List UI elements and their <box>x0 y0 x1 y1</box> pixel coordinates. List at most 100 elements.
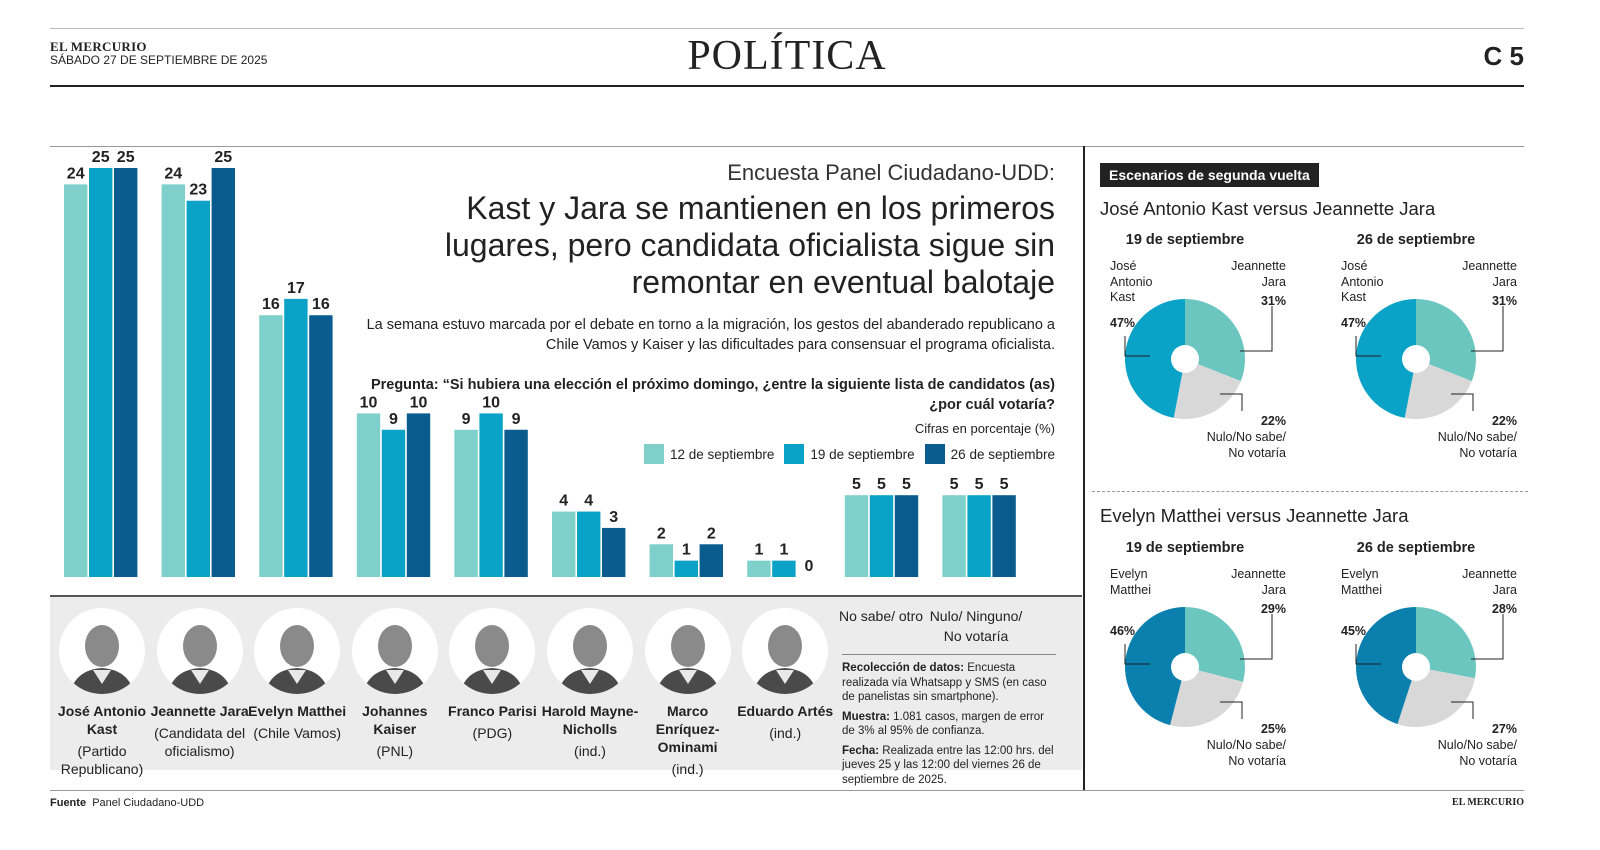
source-label: Fuente <box>50 797 87 809</box>
candidate-portrait <box>644 608 731 694</box>
person-silhouette-icon <box>557 625 623 694</box>
bar-group: 24 25 25 <box>64 149 138 578</box>
collection-text: Encuesta realizada vía Whatsapp y SMS (e… <box>842 662 1047 703</box>
bar-group: 24 23 25 <box>161 149 235 578</box>
leader-line-right <box>1240 306 1273 352</box>
pie-left-pct: 46% <box>1110 624 1136 638</box>
bar-value-label: 23 <box>189 182 207 199</box>
pie-slice <box>1416 299 1476 382</box>
pie-right-pct: 31% <box>1491 294 1517 308</box>
pie-right-name: Jeannette Jara <box>1462 567 1517 597</box>
bar <box>186 200 210 577</box>
bar-value-label: 5 <box>950 476 959 493</box>
candidate-party: (Candidata del oficialismo) <box>154 725 246 759</box>
bar <box>284 298 308 577</box>
category-label-no-sabe: No sabe/ otro <box>838 608 924 624</box>
candidate-portrait <box>351 608 438 694</box>
pie-slice <box>1124 299 1185 418</box>
candidate-portrait <box>547 608 633 694</box>
pie-left-pct: 47% <box>1341 316 1367 330</box>
bar-value-label: 4 <box>584 493 593 510</box>
legend-swatch <box>784 444 805 464</box>
bar <box>699 544 723 577</box>
person-silhouette-icon <box>265 625 330 694</box>
bar-value-label: 25 <box>117 149 135 166</box>
legend-item: 26 de septiembre <box>924 444 1055 464</box>
pie-bottom-pct: 22% <box>1491 414 1517 428</box>
candidate-portrait <box>156 608 243 694</box>
bar <box>504 429 528 577</box>
pie-bottom-name: Nulo/No sabe/ No votaría <box>1437 738 1517 768</box>
person-silhouette-icon <box>753 625 818 694</box>
candidate-party: (ind.) <box>671 761 704 777</box>
bar <box>406 413 431 577</box>
bar-value-label: 2 <box>657 525 666 542</box>
bar-value-label: 25 <box>214 149 232 166</box>
bar <box>844 495 869 577</box>
candidate-card: Jeannette Jara (Candidata del oficialismo… <box>150 596 250 760</box>
candidates-panel: José Antonio Kast (Partido Republicano) Je… <box>50 596 1082 786</box>
matchup-title-kast-jara: José Antonio Kast versus Jeannette Jara <box>1100 198 1436 219</box>
panel-divider <box>1092 491 1528 492</box>
candidate-party: (ind.) <box>574 743 606 759</box>
pie-bottom-name: Nulo/No sabe/ No votaría <box>1206 738 1286 768</box>
leader-line-left <box>1355 336 1381 357</box>
bar-value-label: 24 <box>164 165 182 182</box>
bar-value-label: 5 <box>975 476 984 493</box>
leader-line-bottom <box>1220 701 1243 719</box>
source-text: Panel Ciudadano-UDD <box>92 797 205 809</box>
bar <box>211 168 235 577</box>
candidate-card: Eduardo Artés (ind.) <box>735 596 835 742</box>
bar <box>161 184 185 578</box>
bar-value-label: 9 <box>462 411 471 428</box>
bar-value-label: 1 <box>754 542 763 559</box>
bar-value-label: 10 <box>360 394 378 411</box>
person-silhouette-icon <box>655 625 720 694</box>
date-label: Fecha: <box>842 744 880 757</box>
pie-date: 19 de septiembre <box>1125 232 1245 248</box>
candidate-party: (PNL) <box>376 743 414 759</box>
legend-label: 12 de septiembre <box>670 446 775 462</box>
bar <box>747 560 771 577</box>
top-rule <box>50 146 1524 147</box>
pie-left-name: Evelyn Matthei <box>1110 567 1151 597</box>
paper-date: SÁBADO 27 DE SEPTIEMBRE DE 2025 <box>50 53 268 67</box>
pie-date: 26 de septiembre <box>1356 232 1476 248</box>
date-text: Realizada entre las 12:00 hrs. del jueve… <box>842 744 1054 786</box>
pie-date: 26 de septiembre <box>1356 540 1476 556</box>
bar-value-label: 25 <box>92 149 110 166</box>
leader-line-bottom <box>1451 701 1474 719</box>
pie-right-pct: 31% <box>1260 294 1286 308</box>
pie-bottom-pct: 25% <box>1260 722 1286 736</box>
survey-question: Pregunta: “Si hubiera una elección el pr… <box>370 377 1055 413</box>
bar-value-label: 9 <box>512 411 521 428</box>
candidate-portrait <box>742 608 829 694</box>
bar <box>309 315 333 577</box>
scenarios-badge: Escenarios de segunda vuelta <box>1100 163 1319 187</box>
pie-left-name: Evelyn Matthei <box>1341 567 1382 597</box>
pie-slice <box>1125 607 1185 726</box>
bar-group: 212 <box>649 525 723 577</box>
bar <box>602 527 626 577</box>
bar <box>64 184 88 578</box>
deck: La semana estuvo marcada por el debate e… <box>366 317 1055 353</box>
bar-group: 16 17 16 <box>259 280 333 577</box>
leader-line-right <box>1471 614 1504 660</box>
bar-group: 10 9 10 <box>356 394 431 577</box>
pie-bottom-pct: 27% <box>1491 722 1517 736</box>
legend-swatch <box>644 444 665 464</box>
leader-line-left <box>1124 336 1150 357</box>
pie-slice <box>1416 607 1476 679</box>
candidate-name: Evelyn Matthei <box>248 703 347 719</box>
bar <box>772 560 796 577</box>
pie-slice <box>1185 607 1245 682</box>
bar <box>259 315 283 577</box>
bar <box>967 495 991 577</box>
bar-value-label: 16 <box>262 296 280 313</box>
bar-value-label: 9 <box>389 411 398 428</box>
bar-value-label: 5 <box>852 476 861 493</box>
bar-value-label: 2 <box>707 525 716 542</box>
pie-hole <box>1402 345 1430 373</box>
pie-slice <box>1173 359 1241 419</box>
